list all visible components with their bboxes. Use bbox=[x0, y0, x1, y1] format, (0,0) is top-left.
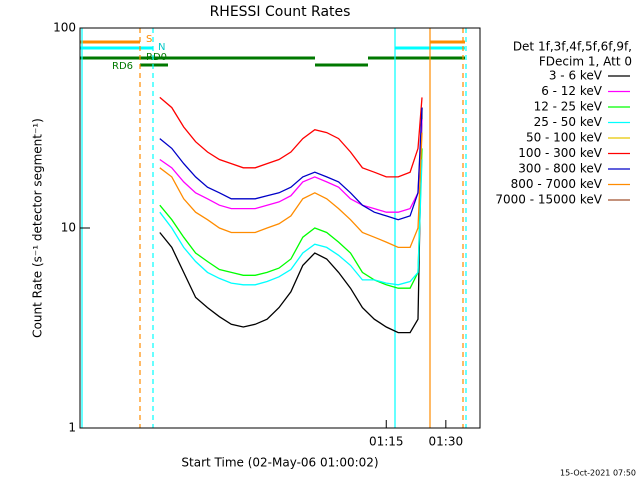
series-line bbox=[159, 159, 423, 286]
series-line bbox=[159, 96, 423, 178]
y-axis-label: Count Rate (s⁻¹ detector segment⁻¹) bbox=[31, 118, 45, 338]
y-tick-label: 10 bbox=[61, 221, 76, 235]
legend-label: 7000 - 15000 keV bbox=[495, 193, 602, 207]
y-tick-label: 100 bbox=[53, 21, 76, 35]
timestamp: 15-Oct-2021 07:50 bbox=[560, 469, 636, 478]
legend-label: 50 - 100 keV bbox=[526, 131, 603, 145]
series-line bbox=[159, 107, 423, 221]
x-tick-label: 01:15 bbox=[369, 435, 404, 449]
series-line bbox=[159, 132, 423, 249]
series-line bbox=[159, 148, 423, 289]
annotation: S bbox=[146, 34, 152, 45]
legend-label: 12 - 25 keV bbox=[534, 100, 603, 114]
flag-bars bbox=[80, 40, 465, 67]
x-axis-label: Start Time (02-May-06 01:00:02) bbox=[181, 456, 378, 470]
chart-title: RHESSI Count Rates bbox=[210, 4, 351, 20]
legend-label: 800 - 7000 keV bbox=[511, 177, 603, 191]
legend-label: 300 - 800 keV bbox=[518, 162, 602, 176]
legend-label: 6 - 12 keV bbox=[541, 84, 603, 98]
annotation: RD6 bbox=[112, 61, 133, 72]
legend-label: 25 - 50 keV bbox=[534, 115, 603, 129]
series-line bbox=[159, 119, 423, 213]
y-tick-label: 1 bbox=[68, 421, 76, 435]
legend-header: FDecim 1, Att 0 bbox=[539, 55, 632, 69]
x-tick-label: 01:30 bbox=[429, 435, 464, 449]
series-line bbox=[159, 107, 423, 334]
legend-label: 3 - 6 keV bbox=[549, 69, 603, 83]
legend-label: 100 - 300 keV bbox=[518, 146, 602, 160]
legend-header: Det 1f,3f,4f,5f,6f,9f, bbox=[513, 40, 632, 54]
annotation: RD0 bbox=[146, 52, 167, 63]
annotation: N bbox=[158, 42, 165, 53]
